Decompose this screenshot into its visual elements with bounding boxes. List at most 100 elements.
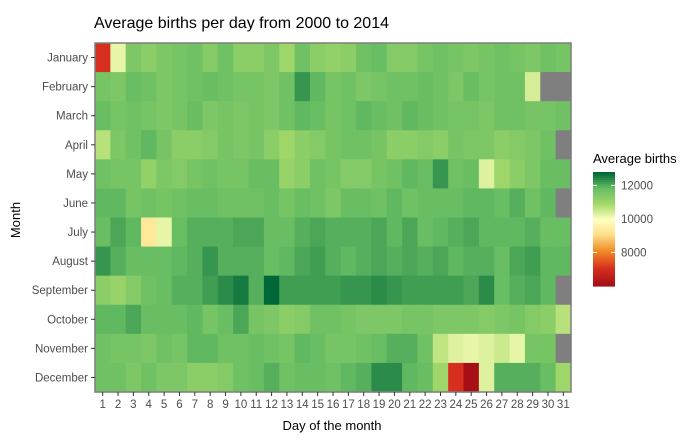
- heatmap-cell: [95, 159, 111, 190]
- heatmap-cell: [110, 362, 127, 393]
- heatmap-cell: [386, 304, 403, 335]
- heatmap-cell: [356, 101, 372, 131]
- heatmap-cell: [448, 43, 465, 73]
- legend-color-step: [593, 246, 615, 249]
- heatmap-cell: [294, 362, 311, 393]
- heatmap-cell: [95, 333, 111, 364]
- heatmap-cell: [417, 275, 434, 306]
- legend-color-step: [593, 274, 615, 277]
- heatmap-cell: [233, 246, 250, 277]
- legend-color-step: [593, 176, 615, 179]
- heatmap-cell: [494, 362, 511, 393]
- heatmap-cell: [417, 246, 434, 277]
- heatmap-cell: [402, 101, 419, 131]
- heatmap-cell: [141, 159, 158, 190]
- heatmap-cell: [340, 217, 357, 248]
- heatmap-cell: [110, 72, 127, 102]
- x-tick-label: 28: [511, 399, 524, 411]
- heatmap-cell: [141, 188, 158, 219]
- legend-color-step: [593, 180, 615, 183]
- x-tick-label: 22: [419, 399, 432, 411]
- heatmap-cell: [509, 72, 526, 102]
- y-tick-label: April: [65, 140, 88, 152]
- heatmap-cell: [294, 246, 311, 277]
- heatmap-cell: [233, 101, 250, 131]
- heatmap-cell: [432, 246, 449, 277]
- heatmap-cell: [340, 72, 357, 102]
- heatmap-cell: [448, 275, 465, 306]
- heatmap-cell: [233, 159, 250, 190]
- heatmap-cell: [509, 333, 526, 364]
- heatmap-cell: [187, 275, 204, 306]
- legend-color-step: [593, 254, 615, 257]
- heatmap-cell: [494, 130, 511, 160]
- x-tick-label: 23: [434, 399, 447, 411]
- heatmap-cell: [294, 101, 311, 131]
- legend-color-step: [593, 280, 615, 283]
- y-tick-label: December: [35, 372, 88, 384]
- heatmap-cell: [371, 43, 388, 73]
- legend-color-step: [593, 270, 615, 273]
- heatmap-cell: [386, 362, 403, 393]
- heatmap-cell: [248, 130, 265, 160]
- heatmap-cell: [279, 362, 296, 393]
- heatmap-cell: [524, 43, 541, 73]
- heatmap-cell: [171, 43, 188, 73]
- heatmap-cell: [263, 159, 280, 190]
- heatmap-cell: [263, 72, 280, 102]
- heatmap-cell: [125, 159, 142, 190]
- heatmap-cell: [325, 130, 342, 160]
- x-tick-label: 3: [130, 399, 136, 411]
- heatmap-cell: [156, 130, 173, 160]
- heatmap-cell: [110, 43, 127, 73]
- y-tick-label: October: [47, 314, 88, 326]
- legend-color-step: [593, 188, 615, 191]
- heatmap-cell: [478, 43, 495, 73]
- heatmap-cell: [371, 217, 388, 248]
- heatmap-cell: [187, 333, 204, 364]
- heatmap-cell: [555, 362, 572, 393]
- heatmap-cell: [125, 72, 142, 102]
- heatmap-cell: [386, 130, 403, 160]
- legend-color-step: [593, 272, 615, 275]
- heatmap-cell: [202, 43, 219, 73]
- legend-color-step: [593, 174, 615, 177]
- heatmap-cell: [540, 304, 557, 335]
- heatmap-cell: [217, 188, 234, 219]
- heatmap-cell: [309, 304, 326, 335]
- heatmap-cell: [187, 101, 204, 131]
- legend-color-step: [593, 204, 615, 207]
- legend-color-step: [593, 244, 615, 247]
- heatmap-cell: [540, 246, 557, 277]
- heatmap-cell: [494, 304, 511, 335]
- legend-color-step: [593, 218, 615, 221]
- legend-color-step: [593, 198, 615, 201]
- heatmap-cell: [171, 72, 188, 102]
- legend-color-step: [593, 258, 615, 261]
- heatmap-cell: [371, 72, 388, 102]
- heatmap-cell: [494, 217, 511, 248]
- heatmap-cell: [463, 159, 480, 190]
- heatmap-cell: [279, 333, 296, 364]
- heatmap-cell: [294, 275, 311, 306]
- heatmap-cell: [463, 246, 480, 277]
- heatmap-cell: [432, 43, 449, 73]
- heatmap-cell: [309, 362, 326, 393]
- heatmap-cell: [125, 362, 142, 393]
- heatmap-cell: [325, 246, 342, 277]
- heatmap-cell: [248, 188, 265, 219]
- x-tick-label: 5: [161, 399, 167, 411]
- heatmap-cell: [125, 188, 142, 219]
- heatmap-cell: [233, 72, 250, 102]
- heatmap-cell: [386, 72, 403, 102]
- heatmap-cell: [448, 333, 465, 364]
- heatmap-cell: [325, 188, 342, 219]
- heatmap-cell: [402, 246, 419, 277]
- heatmap-cell: [540, 101, 557, 131]
- x-tick-label: 24: [449, 399, 462, 411]
- legend-color-step: [593, 178, 615, 181]
- heatmap-cell: [171, 275, 188, 306]
- heatmap-cell: [248, 275, 265, 306]
- heatmap-cell: [555, 217, 572, 248]
- heatmap-cell: [309, 217, 326, 248]
